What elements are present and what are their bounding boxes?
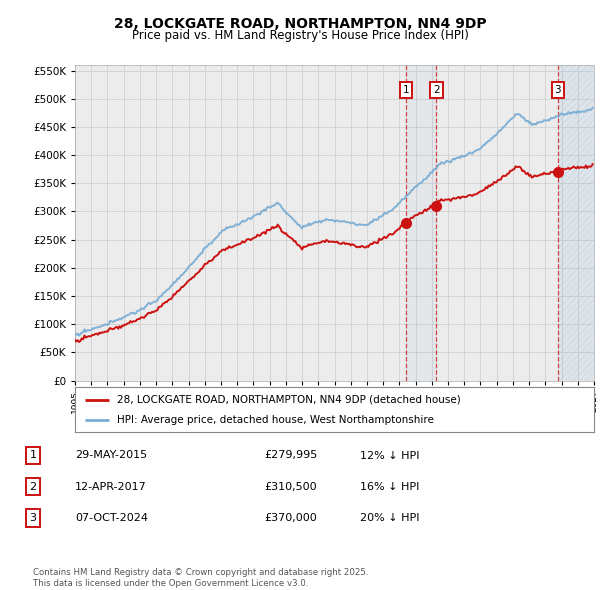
Text: 3: 3 xyxy=(554,86,561,95)
Text: 28, LOCKGATE ROAD, NORTHAMPTON, NN4 9DP (detached house): 28, LOCKGATE ROAD, NORTHAMPTON, NN4 9DP … xyxy=(116,395,460,405)
Text: Price paid vs. HM Land Registry's House Price Index (HPI): Price paid vs. HM Land Registry's House … xyxy=(131,29,469,42)
Text: 1: 1 xyxy=(403,86,409,95)
Text: 2: 2 xyxy=(433,86,440,95)
Text: 29-MAY-2015: 29-MAY-2015 xyxy=(75,451,147,460)
Text: 16% ↓ HPI: 16% ↓ HPI xyxy=(360,482,419,491)
Text: 20% ↓ HPI: 20% ↓ HPI xyxy=(360,513,419,523)
Text: £370,000: £370,000 xyxy=(264,513,317,523)
Text: Contains HM Land Registry data © Crown copyright and database right 2025.
This d: Contains HM Land Registry data © Crown c… xyxy=(33,568,368,588)
Text: 2: 2 xyxy=(29,482,37,491)
Text: 12-APR-2017: 12-APR-2017 xyxy=(75,482,147,491)
Text: HPI: Average price, detached house, West Northamptonshire: HPI: Average price, detached house, West… xyxy=(116,415,433,425)
Text: 12% ↓ HPI: 12% ↓ HPI xyxy=(360,451,419,460)
Text: £310,500: £310,500 xyxy=(264,482,317,491)
Text: 28, LOCKGATE ROAD, NORTHAMPTON, NN4 9DP: 28, LOCKGATE ROAD, NORTHAMPTON, NN4 9DP xyxy=(113,17,487,31)
Text: 1: 1 xyxy=(29,451,37,460)
Text: 3: 3 xyxy=(29,513,37,523)
Text: 07-OCT-2024: 07-OCT-2024 xyxy=(75,513,148,523)
Text: £279,995: £279,995 xyxy=(264,451,317,460)
Bar xyxy=(558,65,594,381)
Bar xyxy=(406,65,436,381)
